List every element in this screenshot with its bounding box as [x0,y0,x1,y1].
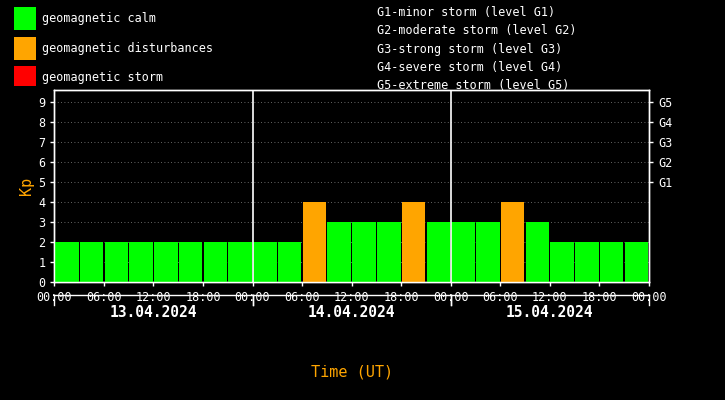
Text: G2-moderate storm (level G2): G2-moderate storm (level G2) [377,24,576,37]
Bar [204,242,227,282]
Bar [575,242,599,282]
Bar [179,242,202,282]
Bar [600,242,624,282]
Bar [328,222,351,282]
Text: geomagnetic calm: geomagnetic calm [41,12,156,25]
Bar [14,37,36,60]
Text: G1-minor storm (level G1): G1-minor storm (level G1) [377,6,555,19]
Bar [228,242,252,282]
Bar [14,7,36,30]
Bar [501,202,524,282]
Bar [625,242,648,282]
Text: G4-severe storm (level G4): G4-severe storm (level G4) [377,61,562,74]
Bar [55,242,78,282]
Bar [452,222,475,282]
Bar [550,242,574,282]
Text: G5-extreme storm (level G5): G5-extreme storm (level G5) [377,80,569,92]
Bar [303,202,326,282]
Text: G3-strong storm (level G3): G3-strong storm (level G3) [377,43,562,56]
Text: 15.04.2024: 15.04.2024 [506,306,594,320]
Bar [476,222,500,282]
Y-axis label: Kp: Kp [19,177,34,195]
Bar [377,222,400,282]
Bar [104,242,128,282]
Bar [426,222,450,282]
Bar [526,222,549,282]
Text: 14.04.2024: 14.04.2024 [308,306,395,320]
Bar [80,242,103,282]
Bar [14,66,36,89]
Bar [278,242,302,282]
Bar [253,242,277,282]
Bar [154,242,178,282]
Bar [402,202,426,282]
Bar [352,222,376,282]
Text: 13.04.2024: 13.04.2024 [109,306,197,320]
Bar [129,242,153,282]
Text: Time (UT): Time (UT) [310,364,393,380]
Text: geomagnetic disturbances: geomagnetic disturbances [41,42,212,55]
Text: geomagnetic storm: geomagnetic storm [41,71,163,84]
